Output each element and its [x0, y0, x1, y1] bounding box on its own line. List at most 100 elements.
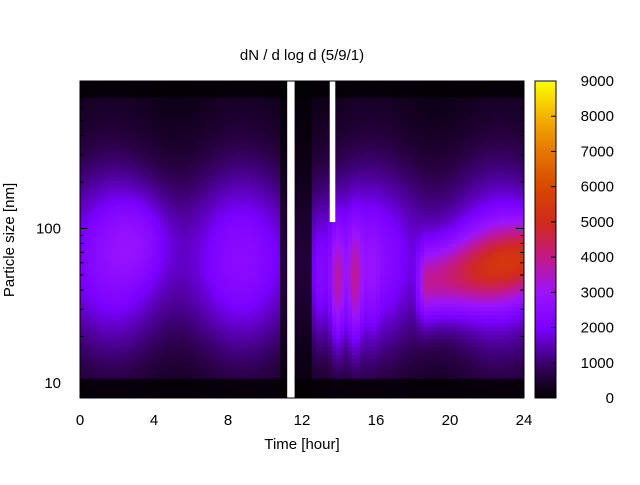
heatmap-cell	[276, 255, 281, 260]
heatmap-cell	[300, 298, 305, 304]
heatmap-cell	[320, 81, 325, 86]
heatmap-cell	[300, 104, 305, 110]
heatmap-cell	[100, 291, 105, 296]
heatmap-cell	[100, 267, 105, 272]
heatmap-cell	[328, 394, 333, 398]
heatmap-cell	[144, 382, 149, 387]
heatmap-cell	[132, 191, 137, 197]
heatmap-cell	[148, 92, 153, 98]
heatmap-cell	[328, 267, 333, 272]
heatmap-cell	[128, 124, 133, 130]
heatmap-cell	[88, 176, 93, 181]
heatmap-cell	[136, 168, 141, 173]
heatmap-cell	[96, 354, 101, 359]
heatmap-cell	[176, 287, 181, 292]
heatmap-cell	[188, 294, 193, 300]
heatmap-cell	[152, 136, 157, 142]
heatmap-cell	[248, 144, 253, 149]
heatmap-cell	[308, 187, 313, 193]
heatmap-cell	[184, 187, 189, 193]
heatmap-cell	[140, 318, 145, 324]
heatmap-cell	[256, 227, 261, 233]
heatmap-cell	[152, 354, 157, 359]
heatmap-cell	[204, 350, 209, 356]
heatmap-cell	[108, 168, 113, 173]
heatmap-cell	[108, 366, 113, 371]
heatmap-cell	[88, 120, 93, 126]
heatmap-cell	[284, 239, 289, 245]
heatmap-cell	[132, 104, 137, 110]
heatmap-cell	[228, 370, 233, 375]
heatmap-cell	[96, 294, 101, 300]
heatmap-cell	[240, 96, 245, 102]
heatmap-cell	[96, 156, 101, 161]
heatmap-cell	[176, 350, 181, 356]
heatmap-cell	[168, 195, 173, 201]
heatmap-cell	[112, 112, 117, 118]
heatmap-cell	[264, 271, 269, 276]
heatmap-cell	[172, 156, 177, 161]
heatmap-cell	[268, 255, 273, 260]
heatmap-cell	[176, 92, 181, 98]
heatmap-cell	[256, 184, 261, 189]
heatmap-cell	[228, 207, 233, 213]
heatmap-cell	[124, 362, 129, 367]
heatmap-cell	[312, 132, 317, 138]
heatmap-cell	[92, 342, 97, 348]
heatmap-cell	[84, 128, 89, 134]
heatmap-cell	[172, 271, 177, 276]
heatmap-cell	[320, 191, 325, 197]
heatmap-cell	[260, 259, 265, 264]
heatmap-cell	[284, 88, 289, 94]
heatmap-cell	[264, 191, 269, 197]
heatmap-cell	[132, 302, 137, 308]
heatmap-cell	[220, 322, 225, 328]
heatmap-cell	[308, 184, 313, 189]
heatmap-cell	[160, 184, 165, 189]
heatmap-cell	[300, 342, 305, 348]
heatmap-cell	[108, 136, 113, 142]
heatmap-cell	[172, 394, 177, 398]
heatmap-cell	[208, 310, 213, 316]
heatmap-cell	[132, 326, 137, 332]
heatmap-cell	[132, 255, 137, 260]
heatmap-cell	[220, 120, 225, 126]
heatmap-cell	[160, 219, 165, 225]
heatmap-cell	[132, 116, 137, 122]
heatmap-cell	[304, 314, 309, 320]
heatmap-cell	[184, 346, 189, 352]
heatmap-cell	[200, 283, 205, 288]
heatmap-cell	[120, 215, 125, 221]
heatmap-cell	[200, 148, 205, 153]
heatmap-cell	[240, 180, 245, 185]
heatmap-cell	[108, 239, 113, 245]
heatmap-cell	[308, 227, 313, 233]
heatmap-cell	[208, 306, 213, 312]
heatmap-cell	[252, 338, 257, 344]
heatmap-cell	[284, 378, 289, 383]
heatmap-cell	[320, 96, 325, 102]
heatmap-cell	[180, 120, 185, 126]
heatmap-cell	[192, 259, 197, 264]
heatmap-cell	[232, 342, 237, 348]
heatmap-cell	[180, 207, 185, 213]
heatmap-cell	[284, 267, 289, 272]
heatmap-cell	[184, 255, 189, 260]
heatmap-cell	[252, 314, 257, 320]
heatmap-cell	[324, 330, 329, 336]
heatmap-cell	[168, 227, 173, 233]
heatmap-cell	[164, 247, 169, 252]
heatmap-cell	[212, 96, 217, 102]
heatmap-cell	[108, 172, 113, 177]
heatmap-cell	[128, 394, 133, 398]
heatmap-cell	[176, 96, 181, 102]
heatmap-cell	[320, 251, 325, 256]
heatmap-cell	[192, 116, 197, 122]
heatmap-cell	[168, 203, 173, 209]
heatmap-cell	[84, 310, 89, 316]
heatmap-cell	[144, 279, 149, 284]
heatmap-cell	[96, 191, 101, 197]
heatmap-cell	[232, 120, 237, 126]
heatmap-cell	[256, 132, 261, 138]
heatmap-cell	[88, 108, 93, 114]
